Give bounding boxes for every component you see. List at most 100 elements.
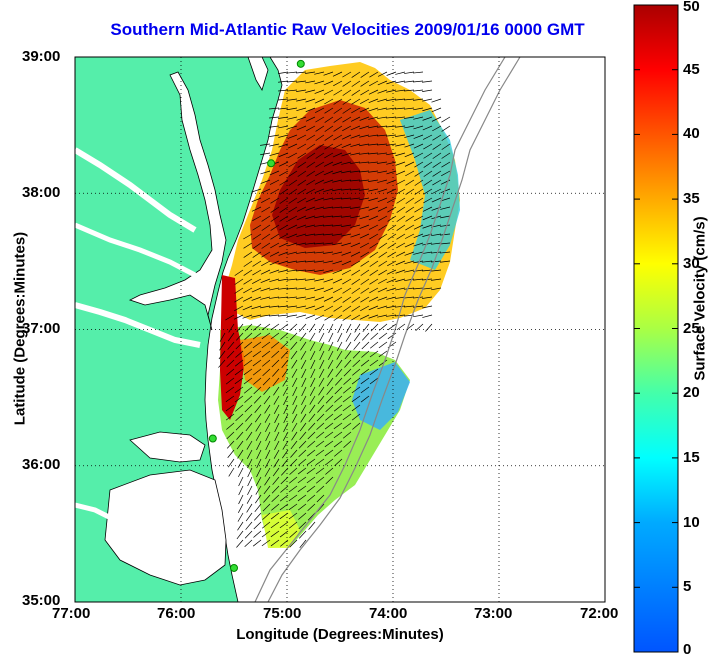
- velocity-vector: [431, 251, 442, 254]
- velocity-vector: [333, 107, 343, 114]
- velocity-vector: [288, 161, 298, 168]
- velocity-vector: [262, 512, 271, 520]
- velocity-vector: [252, 539, 262, 547]
- velocity-vector: [387, 224, 397, 231]
- map-grid: [75, 57, 605, 602]
- velocity-vector: [354, 323, 361, 333]
- velocity-vector: [351, 269, 361, 276]
- velocity-vector: [251, 314, 262, 318]
- velocity-vector: [386, 89, 397, 93]
- velocity-vector: [422, 206, 433, 212]
- velocity-vector: [396, 323, 406, 331]
- velocity-vector: [404, 116, 415, 119]
- velocity-vector: [298, 458, 307, 466]
- velocity-vector: [235, 341, 244, 350]
- velocity-vector: [314, 233, 325, 236]
- velocity-vector: [369, 287, 379, 294]
- velocity-vector: [263, 485, 271, 495]
- velocity-vector: [251, 296, 262, 301]
- colorbar-tick-label: 30: [683, 254, 700, 272]
- velocity-vector: [351, 260, 361, 267]
- velocity-vector: [422, 242, 433, 246]
- velocity-vector: [278, 278, 289, 282]
- albemarle-sound: [129, 431, 206, 463]
- velocity-vector: [310, 368, 316, 379]
- velocity-vector: [328, 332, 334, 343]
- velocity-vector: [300, 404, 307, 414]
- velocity-vector: [278, 71, 289, 74]
- colorbar-tick-label: 40: [683, 125, 700, 143]
- velocity-vector: [341, 242, 352, 247]
- velocity-vector: [272, 377, 280, 387]
- velocity-vector: [261, 341, 271, 349]
- velocity-vector: [256, 449, 262, 460]
- velocity-vector: [414, 170, 424, 177]
- velocity-vector: [350, 170, 361, 173]
- velocity-vector: [297, 188, 307, 195]
- velocity-vector: [351, 80, 361, 87]
- velocity-vector: [299, 323, 307, 332]
- velocity-vector: [368, 170, 379, 173]
- velocity-vector: [233, 314, 244, 320]
- velocity-vector: [350, 224, 361, 228]
- velocity-vector: [332, 278, 343, 284]
- velocity-vector: [342, 413, 352, 421]
- velocity-vector: [236, 530, 244, 540]
- velocity-vector: [332, 170, 343, 175]
- velocity-vector: [296, 260, 307, 263]
- velocity-vector: [422, 260, 433, 263]
- velocity-vector: [255, 422, 262, 432]
- colorbar-ticks: [634, 4, 678, 653]
- velocity-vector: [423, 197, 433, 204]
- velocity-vector: [423, 152, 433, 159]
- velocity-vector: [423, 188, 433, 195]
- velocity-vector: [289, 323, 298, 331]
- velocity-vector: [342, 98, 352, 105]
- velocity-vector: [314, 98, 325, 104]
- velocity-vector: [404, 251, 415, 256]
- velocity-vector: [350, 197, 361, 200]
- velocity-vector: [261, 521, 271, 529]
- velocity-vector: [287, 269, 298, 272]
- velocity-vector: [360, 305, 370, 312]
- velocity-vector: [395, 143, 406, 147]
- velocity-vector: [377, 107, 388, 111]
- velocity-vector: [422, 296, 433, 299]
- velocity-vector: [333, 440, 343, 448]
- velocity-vector: [395, 179, 406, 185]
- velocity-vector: [333, 134, 343, 141]
- velocity-vector: [378, 332, 388, 340]
- velocity-vector: [314, 224, 325, 227]
- velocity-vector: [252, 269, 262, 276]
- velocity-vector: [423, 143, 433, 150]
- velocity-vector: [395, 134, 406, 137]
- velocity-vector: [405, 197, 415, 204]
- velocity-vector: [325, 413, 334, 421]
- velocity-vector: [359, 125, 370, 130]
- lon-tick-2: 75:00: [263, 605, 302, 622]
- velocity-vector: [422, 89, 433, 92]
- velocity-vector: [404, 305, 415, 308]
- velocity-vector: [265, 449, 271, 460]
- velocity-vector: [369, 278, 379, 285]
- velocity-vector: [359, 170, 370, 173]
- velocity-vector: [335, 377, 343, 386]
- velocity-vector: [261, 530, 271, 538]
- velocity-vector: [316, 422, 325, 430]
- velocity-vector: [344, 359, 352, 368]
- velocity-vector: [253, 377, 262, 385]
- velocity-vector: [288, 485, 298, 493]
- velocity-vector: [307, 503, 316, 512]
- velocity-vector: [305, 296, 316, 300]
- velocity-vector: [296, 296, 307, 299]
- velocity-vector: [377, 278, 388, 284]
- velocity-vector: [225, 377, 235, 385]
- velocity-vector: [288, 179, 298, 186]
- velocity-vector: [247, 467, 253, 478]
- velocity-vector: [350, 206, 361, 209]
- velocity-vector: [280, 341, 289, 350]
- velocity-vector: [287, 278, 298, 281]
- velocity-vector: [278, 269, 289, 273]
- velocity-vector: [316, 485, 325, 493]
- velocity-vector: [440, 224, 451, 227]
